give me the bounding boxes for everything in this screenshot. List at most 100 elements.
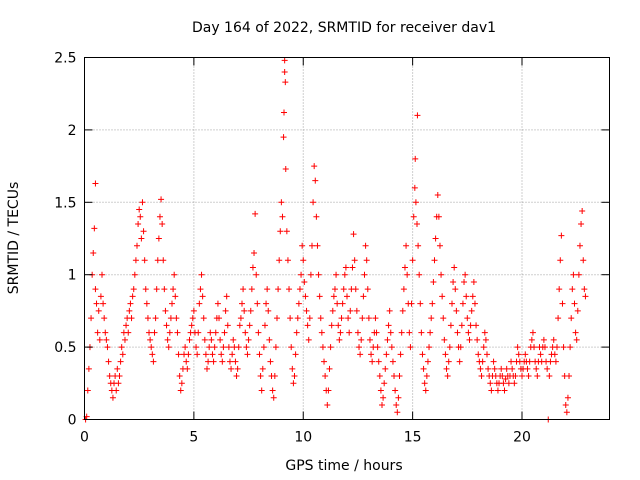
data-point [100, 300, 107, 307]
data-point [233, 373, 240, 380]
data-point [264, 286, 271, 293]
data-point [352, 286, 359, 293]
data-point [305, 336, 312, 343]
data-point [271, 373, 278, 380]
data-point [307, 271, 314, 278]
x-tick-label: 10 [294, 430, 312, 446]
axis-ticks: 0 5 10 15 20 0 0.5 1 1.5 2 2.5 [54, 51, 610, 446]
data-points [82, 57, 589, 423]
data-point [177, 387, 184, 394]
data-point [302, 293, 309, 300]
data-point [384, 336, 391, 343]
data-point [93, 300, 100, 307]
x-tick-label: 0 [80, 430, 89, 446]
data-point [118, 344, 125, 351]
data-point [417, 300, 424, 307]
data-point [451, 264, 458, 271]
data-point [522, 351, 529, 358]
data-point [299, 242, 306, 249]
data-point [423, 373, 430, 380]
data-point [558, 232, 565, 239]
data-point [242, 329, 249, 336]
data-point [360, 293, 367, 300]
data-point [554, 344, 560, 351]
data-point [170, 286, 177, 293]
data-point [537, 351, 544, 358]
data-point [401, 264, 408, 271]
data-point [241, 307, 248, 314]
data-point [393, 402, 400, 409]
data-point [92, 180, 99, 187]
data-point [552, 358, 559, 365]
data-point [485, 365, 492, 372]
data-point [210, 358, 217, 365]
data-point [303, 307, 310, 314]
data-point [428, 315, 435, 322]
data-point [331, 286, 338, 293]
data-point [244, 351, 251, 358]
data-point [288, 344, 295, 351]
data-point [117, 358, 124, 365]
data-point [541, 344, 548, 351]
data-point [325, 387, 332, 394]
data-point [156, 213, 163, 220]
data-point [245, 336, 252, 343]
data-point [144, 315, 151, 322]
data-point [366, 336, 373, 343]
data-point [219, 358, 226, 365]
data-point [282, 79, 289, 86]
data-point [442, 351, 449, 358]
grid [84, 57, 610, 420]
data-point [574, 307, 581, 314]
data-point [281, 109, 287, 116]
data-point [408, 300, 415, 307]
data-point [550, 336, 557, 343]
data-point [141, 257, 148, 264]
plot-frame [84, 57, 610, 420]
data-point [239, 300, 245, 307]
data-point [259, 365, 266, 372]
y-axis-label: SRMTID / TECUs [6, 182, 22, 295]
data-point [397, 351, 404, 358]
data-point [272, 344, 279, 351]
data-point [540, 336, 547, 343]
data-point [444, 373, 451, 380]
data-point [525, 373, 532, 380]
data-point [166, 329, 173, 336]
data-point [207, 329, 214, 336]
data-point [498, 365, 505, 372]
data-point [161, 286, 168, 293]
data-point [398, 329, 405, 336]
data-point [199, 293, 206, 300]
data-point [569, 286, 576, 293]
data-point [286, 286, 293, 293]
y-tick-label: 0.5 [54, 340, 76, 356]
data-point [572, 329, 579, 336]
data-point [418, 329, 425, 336]
data-point [214, 300, 221, 307]
data-point [528, 336, 535, 343]
data-point [154, 257, 161, 264]
data-point [443, 365, 450, 372]
data-point [261, 322, 268, 329]
data-point [380, 394, 387, 401]
data-point [224, 322, 231, 329]
data-point [458, 322, 465, 329]
data-point [317, 315, 324, 322]
data-point [202, 351, 209, 358]
data-point [105, 358, 112, 365]
data-point [340, 286, 347, 293]
data-point [260, 344, 267, 351]
data-point [395, 394, 402, 401]
data-point [113, 387, 120, 394]
data-point [403, 242, 410, 249]
data-point [254, 300, 261, 307]
data-point [473, 322, 480, 329]
data-point [465, 329, 472, 336]
data-point [410, 213, 417, 220]
data-point [335, 322, 342, 329]
data-point [409, 257, 416, 264]
data-point [396, 373, 403, 380]
data-point [457, 344, 464, 351]
data-point [195, 329, 202, 336]
